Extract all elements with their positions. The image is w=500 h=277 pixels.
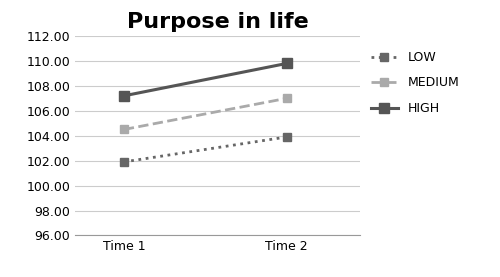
Title: Purpose in life: Purpose in life	[126, 12, 308, 32]
Line: LOW: LOW	[120, 133, 291, 166]
LOW	[284, 135, 290, 138]
MEDIUM	[284, 97, 290, 100]
LOW	[121, 160, 127, 163]
Line: HIGH: HIGH	[119, 58, 292, 101]
MEDIUM	[121, 128, 127, 131]
HIGH	[121, 94, 127, 98]
HIGH	[284, 62, 290, 65]
Legend: LOW, MEDIUM, HIGH: LOW, MEDIUM, HIGH	[366, 46, 465, 120]
Line: MEDIUM: MEDIUM	[120, 94, 291, 134]
